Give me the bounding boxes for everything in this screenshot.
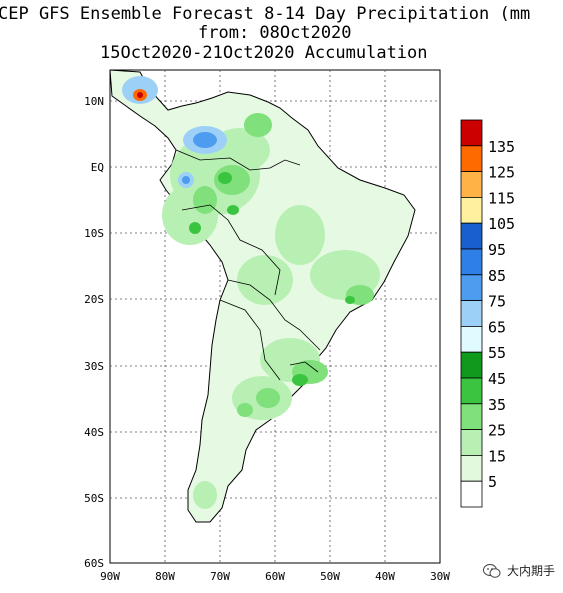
legend-swatch: [461, 455, 482, 481]
legend-swatch: [461, 352, 482, 378]
precipitation-legend: 135 125 115 105 95 85 75 65 55 45 35 25 15 5: [461, 120, 515, 507]
legend-label: 85: [488, 267, 506, 285]
legend-label: 5: [488, 473, 497, 491]
legend-swatch: [461, 275, 482, 301]
lat-label: 60S: [84, 557, 104, 570]
lat-label: 40S: [84, 426, 104, 439]
legend-label: 125: [488, 164, 515, 182]
legend-label: 105: [488, 215, 515, 233]
lat-label: 30S: [84, 360, 104, 373]
latitude-labels: 10N EQ 10S 20S 30S 40S 50S 60S: [84, 95, 104, 570]
lat-label: 10S: [84, 227, 104, 240]
legend-swatch: [461, 146, 482, 172]
legend-label: 75: [488, 293, 506, 311]
legend-label: 55: [488, 344, 506, 362]
lon-label: 70W: [210, 570, 230, 583]
legend-swatch: [461, 197, 482, 223]
longitude-labels: 90W 80W 70W 60W 50W 40W 30W: [100, 570, 450, 583]
lat-label: 10N: [84, 95, 104, 108]
legend-label: 95: [488, 241, 506, 259]
legend-label: 35: [488, 396, 506, 414]
legend-swatch: [461, 378, 482, 404]
legend-label: 45: [488, 370, 506, 388]
legend-label: 25: [488, 422, 506, 440]
legend-label: 15: [488, 447, 506, 465]
lat-label: 20S: [84, 293, 104, 306]
legend-swatch: [461, 172, 482, 198]
lon-label: 90W: [100, 570, 120, 583]
wechat-icon: [483, 563, 501, 579]
legend-swatch: [461, 301, 482, 327]
legend-swatch: [461, 404, 482, 430]
legend-swatch: [461, 430, 482, 456]
lon-label: 30W: [430, 570, 450, 583]
lon-label: 80W: [155, 570, 175, 583]
legend-swatch: [461, 249, 482, 275]
lon-label: 50W: [320, 570, 340, 583]
legend-label: 135: [488, 138, 515, 156]
lon-label: 60W: [265, 570, 285, 583]
legend-label: 115: [488, 189, 515, 207]
legend-swatch: [461, 223, 482, 249]
lat-label: 50S: [84, 492, 104, 505]
legend-swatch: [461, 120, 482, 146]
legend-swatch: [461, 326, 482, 352]
lon-label: 40W: [375, 570, 395, 583]
lat-label: EQ: [91, 161, 104, 174]
watermark-text: 大内期手: [507, 562, 555, 579]
watermark: 大内期手: [483, 562, 555, 579]
legend-swatch: [461, 481, 482, 507]
legend-label: 65: [488, 318, 506, 336]
